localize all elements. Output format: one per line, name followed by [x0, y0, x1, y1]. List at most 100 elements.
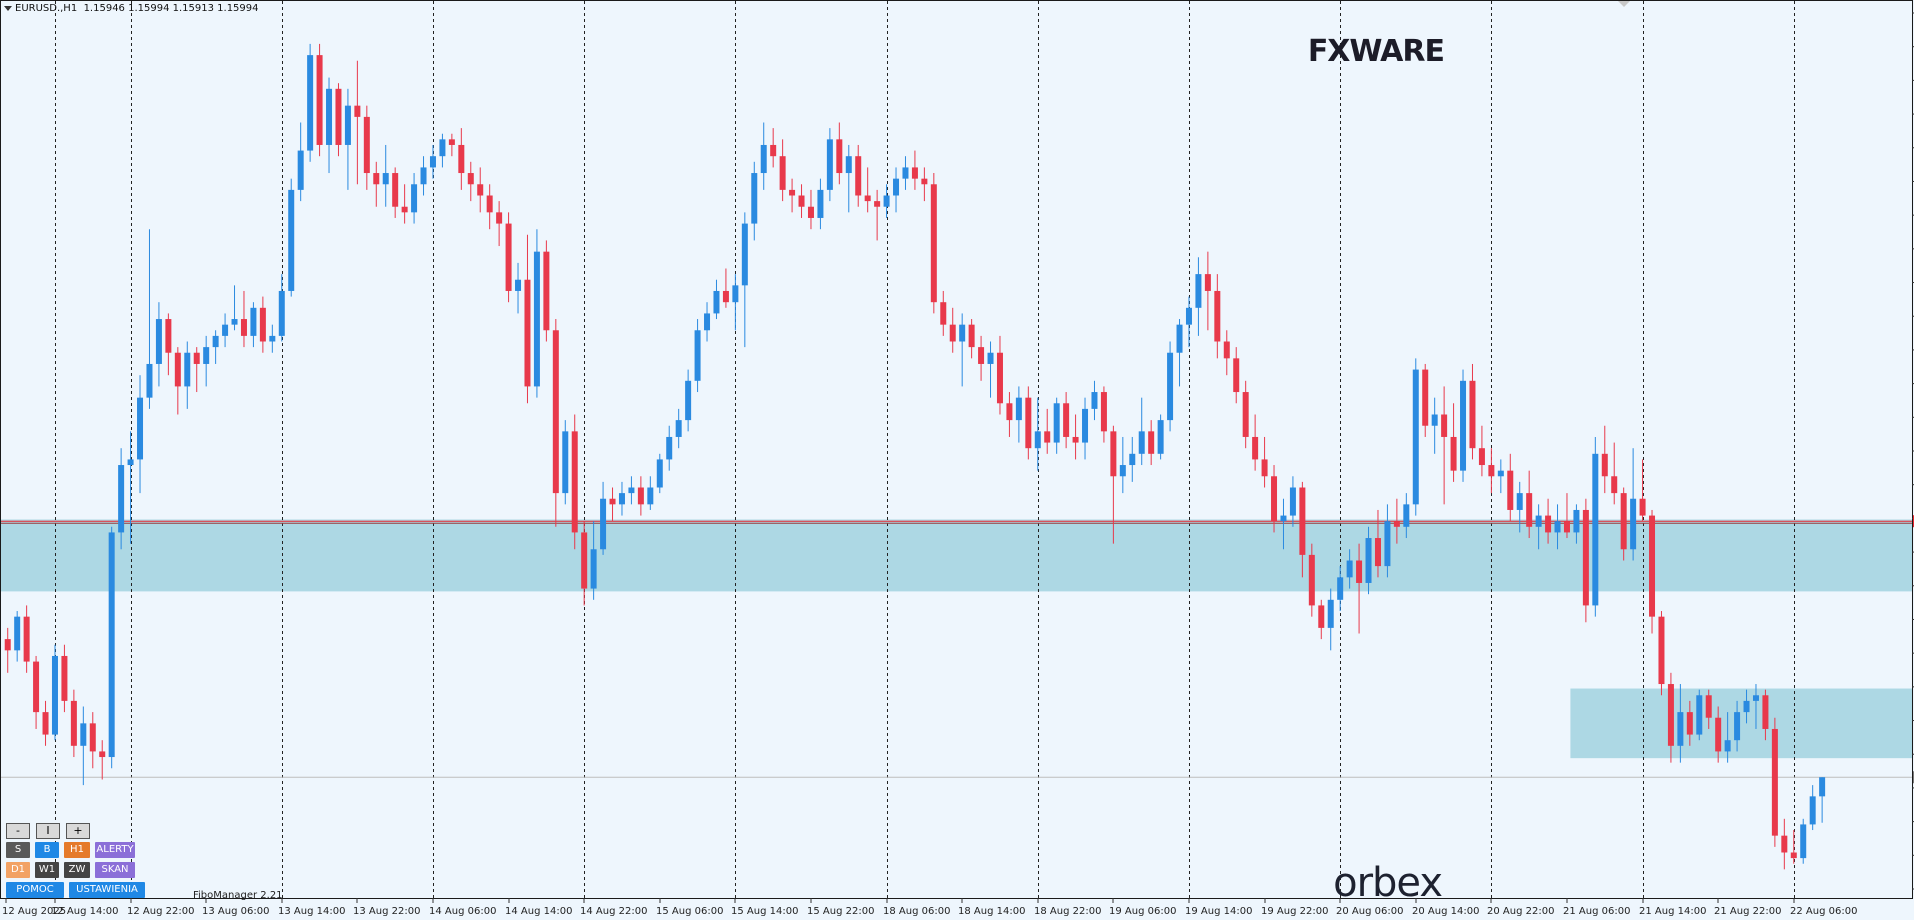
candle [713, 279, 720, 320]
candle [231, 285, 238, 331]
candle [1063, 392, 1070, 449]
candle [515, 262, 522, 314]
candle [307, 43, 314, 162]
btn-w1[interactable]: W1 [35, 862, 59, 878]
candle-body [61, 655, 68, 701]
time-tick-label: 22 Aug 06:00 [1790, 906, 1857, 917]
btn-ustawienia[interactable]: USTAWIENIA [69, 882, 145, 898]
candle [174, 347, 181, 415]
btn-h1[interactable]: H1 [64, 842, 90, 858]
candle [779, 139, 786, 202]
btn-s[interactable]: S [6, 842, 30, 858]
candle [1365, 526, 1372, 595]
candle-body [354, 105, 361, 117]
candle-body [1431, 414, 1438, 426]
candle-body [411, 184, 418, 213]
btn-pomoc[interactable]: POMOC [6, 882, 64, 898]
time-tick-label: 15 Aug 22:00 [807, 906, 874, 917]
candle-body [1734, 712, 1741, 741]
candle [250, 302, 257, 348]
candle-body [23, 616, 30, 662]
orbex-logo: orbex [1333, 860, 1443, 906]
candle-body [137, 397, 144, 460]
candle [741, 212, 748, 348]
candle-body [893, 178, 900, 196]
candle-body [1299, 487, 1306, 555]
candle-body [817, 189, 824, 218]
candle-body [911, 167, 918, 179]
candle-body [458, 144, 465, 174]
time-tick-label: 13 Aug 06:00 [202, 906, 269, 917]
reset-button[interactable]: I [36, 823, 60, 839]
candle [1006, 392, 1013, 437]
candle-body [1053, 403, 1060, 443]
time-tick-label: 12 Aug 2025 [2, 906, 66, 917]
candle [1696, 689, 1703, 741]
candle [23, 605, 30, 673]
time-tick-label: 13 Aug 22:00 [353, 906, 420, 917]
candle [883, 184, 890, 218]
candle [1233, 347, 1240, 404]
candle-body [42, 712, 49, 735]
candle-body [978, 347, 985, 364]
candle-body [1507, 470, 1514, 510]
candle [1138, 397, 1145, 466]
candle [1620, 487, 1627, 561]
candle-body [1223, 341, 1230, 359]
candle-body [288, 189, 295, 291]
candle [1346, 549, 1353, 589]
candle-body [155, 319, 162, 364]
candle [1271, 465, 1278, 533]
candle-body [1809, 796, 1816, 825]
candle [1308, 543, 1315, 617]
candle [552, 319, 559, 527]
candle [1195, 257, 1202, 336]
menu-triangle-icon[interactable] [4, 5, 12, 11]
candle-body [278, 290, 285, 336]
btn-alerty[interactable]: ALERTY [95, 842, 135, 858]
candle [1478, 425, 1485, 477]
candle-body [1535, 515, 1542, 527]
btn-d1[interactable]: D1 [6, 862, 30, 878]
candle-body [1478, 448, 1485, 466]
zoom-minus-button[interactable]: - [6, 823, 30, 839]
candle-body [704, 313, 711, 331]
candle-body [883, 195, 890, 207]
candle-body [1781, 835, 1788, 853]
candle-body [1441, 414, 1448, 437]
candle-body [1611, 476, 1618, 494]
candle-body [316, 55, 323, 145]
candle-body [855, 156, 862, 196]
candle [269, 324, 276, 353]
zoom-plus-button[interactable]: + [66, 823, 90, 839]
candle [1403, 493, 1410, 539]
candle [1082, 397, 1089, 460]
candle [1223, 330, 1230, 376]
candle-body [940, 302, 947, 325]
candle [1743, 689, 1750, 724]
candle [1422, 363, 1429, 437]
candle-body [297, 150, 304, 190]
btn-skan[interactable]: SKAN [95, 862, 135, 878]
candle-body [1337, 577, 1344, 600]
candle [1582, 498, 1589, 623]
candle-body [505, 223, 512, 291]
candle [486, 184, 493, 230]
candle [628, 476, 635, 505]
candle [363, 105, 370, 190]
candle-body [1374, 538, 1381, 567]
candle [968, 319, 975, 359]
candle [458, 128, 465, 190]
candle [316, 43, 323, 157]
candle-body [1308, 554, 1315, 606]
btn-zw[interactable]: ZW [64, 862, 90, 878]
chart-header: EURUSD.,H1 1.15946 1.15994 1.15913 1.159… [4, 3, 259, 14]
candle [411, 173, 418, 224]
candle-body [1271, 476, 1278, 522]
candle [1441, 386, 1448, 505]
btn-b[interactable]: B [35, 842, 59, 858]
candle-body [524, 279, 531, 387]
candle [1412, 358, 1419, 516]
